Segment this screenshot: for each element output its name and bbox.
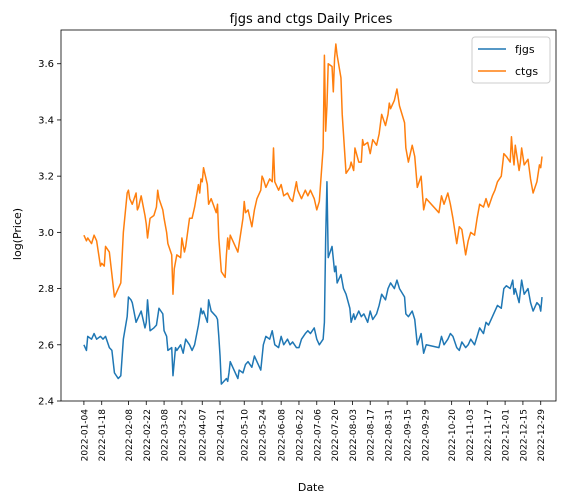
y-tick-label: 3.6 xyxy=(38,59,54,70)
x-tick-label: 2022-08-03 xyxy=(349,409,359,461)
x-axis-label: Date xyxy=(298,481,325,494)
legend-box xyxy=(471,36,551,84)
x-tick-label: 2022-08-31 xyxy=(385,409,395,461)
x-tick-label: 2022-07-20 xyxy=(331,409,341,462)
plot-area xyxy=(83,43,543,385)
x-tick-label: 2022-09-15 xyxy=(404,409,414,461)
x-tick-label: 2022-09-29 xyxy=(421,409,431,462)
x-tick-label: 2022-07-06 xyxy=(313,409,323,462)
series-line-fjgs xyxy=(83,181,543,385)
legend-label-fjgs: fjgs xyxy=(515,43,535,56)
x-tick-label: 2022-01-18 xyxy=(98,409,108,462)
series-line-ctgs xyxy=(83,43,543,298)
x-tick-label: 2022-04-07 xyxy=(199,409,209,461)
y-axis-label: log(Price) xyxy=(11,208,24,260)
x-tick-label: 2022-11-17 xyxy=(484,409,494,461)
x-tick-label: 2022-04-21 xyxy=(217,409,227,461)
x-tick-label: 2022-05-24 xyxy=(259,409,269,462)
y-tick-label: 3.2 xyxy=(38,172,54,183)
x-tick-label: 2022-08-17 xyxy=(367,409,377,461)
y-tick-label: 2.4 xyxy=(38,397,54,408)
plot-frame xyxy=(60,29,557,402)
x-tick-label: 2022-06-08 xyxy=(278,409,288,462)
x-tick-label: 2022-03-22 xyxy=(178,409,188,461)
x-tick-label: 2022-02-22 xyxy=(143,409,153,461)
x-tick-label: 2022-12-29 xyxy=(537,409,547,462)
x-tick-label: 2022-03-08 xyxy=(161,409,171,462)
y-tick-label: 3.0 xyxy=(38,228,54,239)
x-tick-label: 2022-11-03 xyxy=(466,409,476,461)
y-tick-label: 2.6 xyxy=(38,340,54,351)
legend: fjgs ctgs xyxy=(471,36,551,84)
x-tick-label: 2022-12-15 xyxy=(519,409,529,461)
chart-title: fjgs and ctgs Daily Prices xyxy=(230,12,393,27)
x-tick-label: 2022-12-01 xyxy=(502,409,512,461)
x-tick-label: 2022-05-10 xyxy=(241,409,251,462)
x-tick-label: 2022-10-20 xyxy=(448,409,458,462)
x-tick-label: 2022-01-04 xyxy=(80,409,90,462)
legend-label-ctgs: ctgs xyxy=(515,65,538,78)
y-tick-label: 3.4 xyxy=(38,115,54,126)
x-tick-label: 2022-02-08 xyxy=(125,409,135,462)
axes: 2.4 2.6 2.8 3.0 3.2 3.4 3.6 2022-01-04 2022-01-1… xyxy=(38,29,557,462)
y-tick-label: 2.8 xyxy=(38,284,54,295)
x-tick-label: 2022-06-22 xyxy=(295,409,305,461)
